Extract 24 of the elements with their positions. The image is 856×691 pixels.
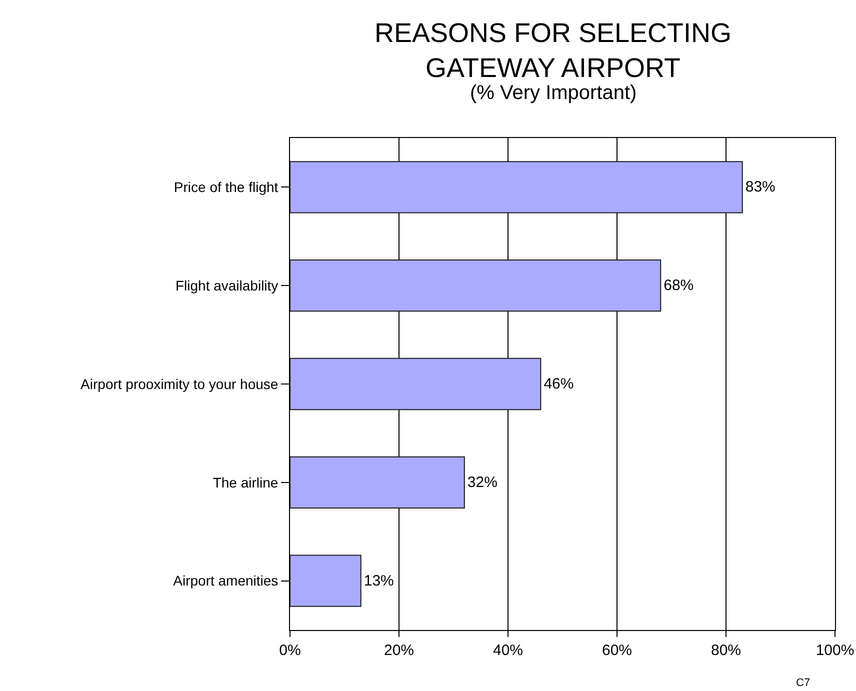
data-label: 83% — [745, 178, 776, 196]
x-tick-label: 60% — [602, 642, 632, 659]
bar — [290, 358, 542, 410]
chart-subtitle: (% Very Important) — [470, 82, 637, 104]
data-label: 32% — [467, 474, 498, 491]
data-label: 13% — [364, 572, 394, 590]
bar — [290, 554, 362, 607]
data-label: 68% — [664, 277, 694, 294]
bar — [290, 260, 662, 312]
bar — [290, 456, 465, 508]
y-tick-label: Price of the flight — [174, 179, 278, 196]
chart-title: REASONS FOR SELECTING GATEWAY AIRPORT — [374, 18, 732, 84]
bar — [290, 161, 743, 214]
x-tick-label: 40% — [492, 642, 524, 659]
y-tick-label: Flight availability — [175, 278, 278, 294]
text: C7 — [796, 677, 810, 689]
y-tick-label: The airline — [212, 474, 278, 490]
data-label: 46% — [544, 376, 574, 392]
x-tick-label: 20% — [384, 642, 414, 659]
y-tick-label: Airport amenities — [173, 572, 278, 589]
y-tick-label: Airport prooximity to your house — [80, 376, 278, 392]
x-tick-label: 100% — [816, 642, 854, 659]
x-tick-label: 0% — [279, 642, 301, 659]
x-tick-label: 80% — [710, 642, 742, 659]
